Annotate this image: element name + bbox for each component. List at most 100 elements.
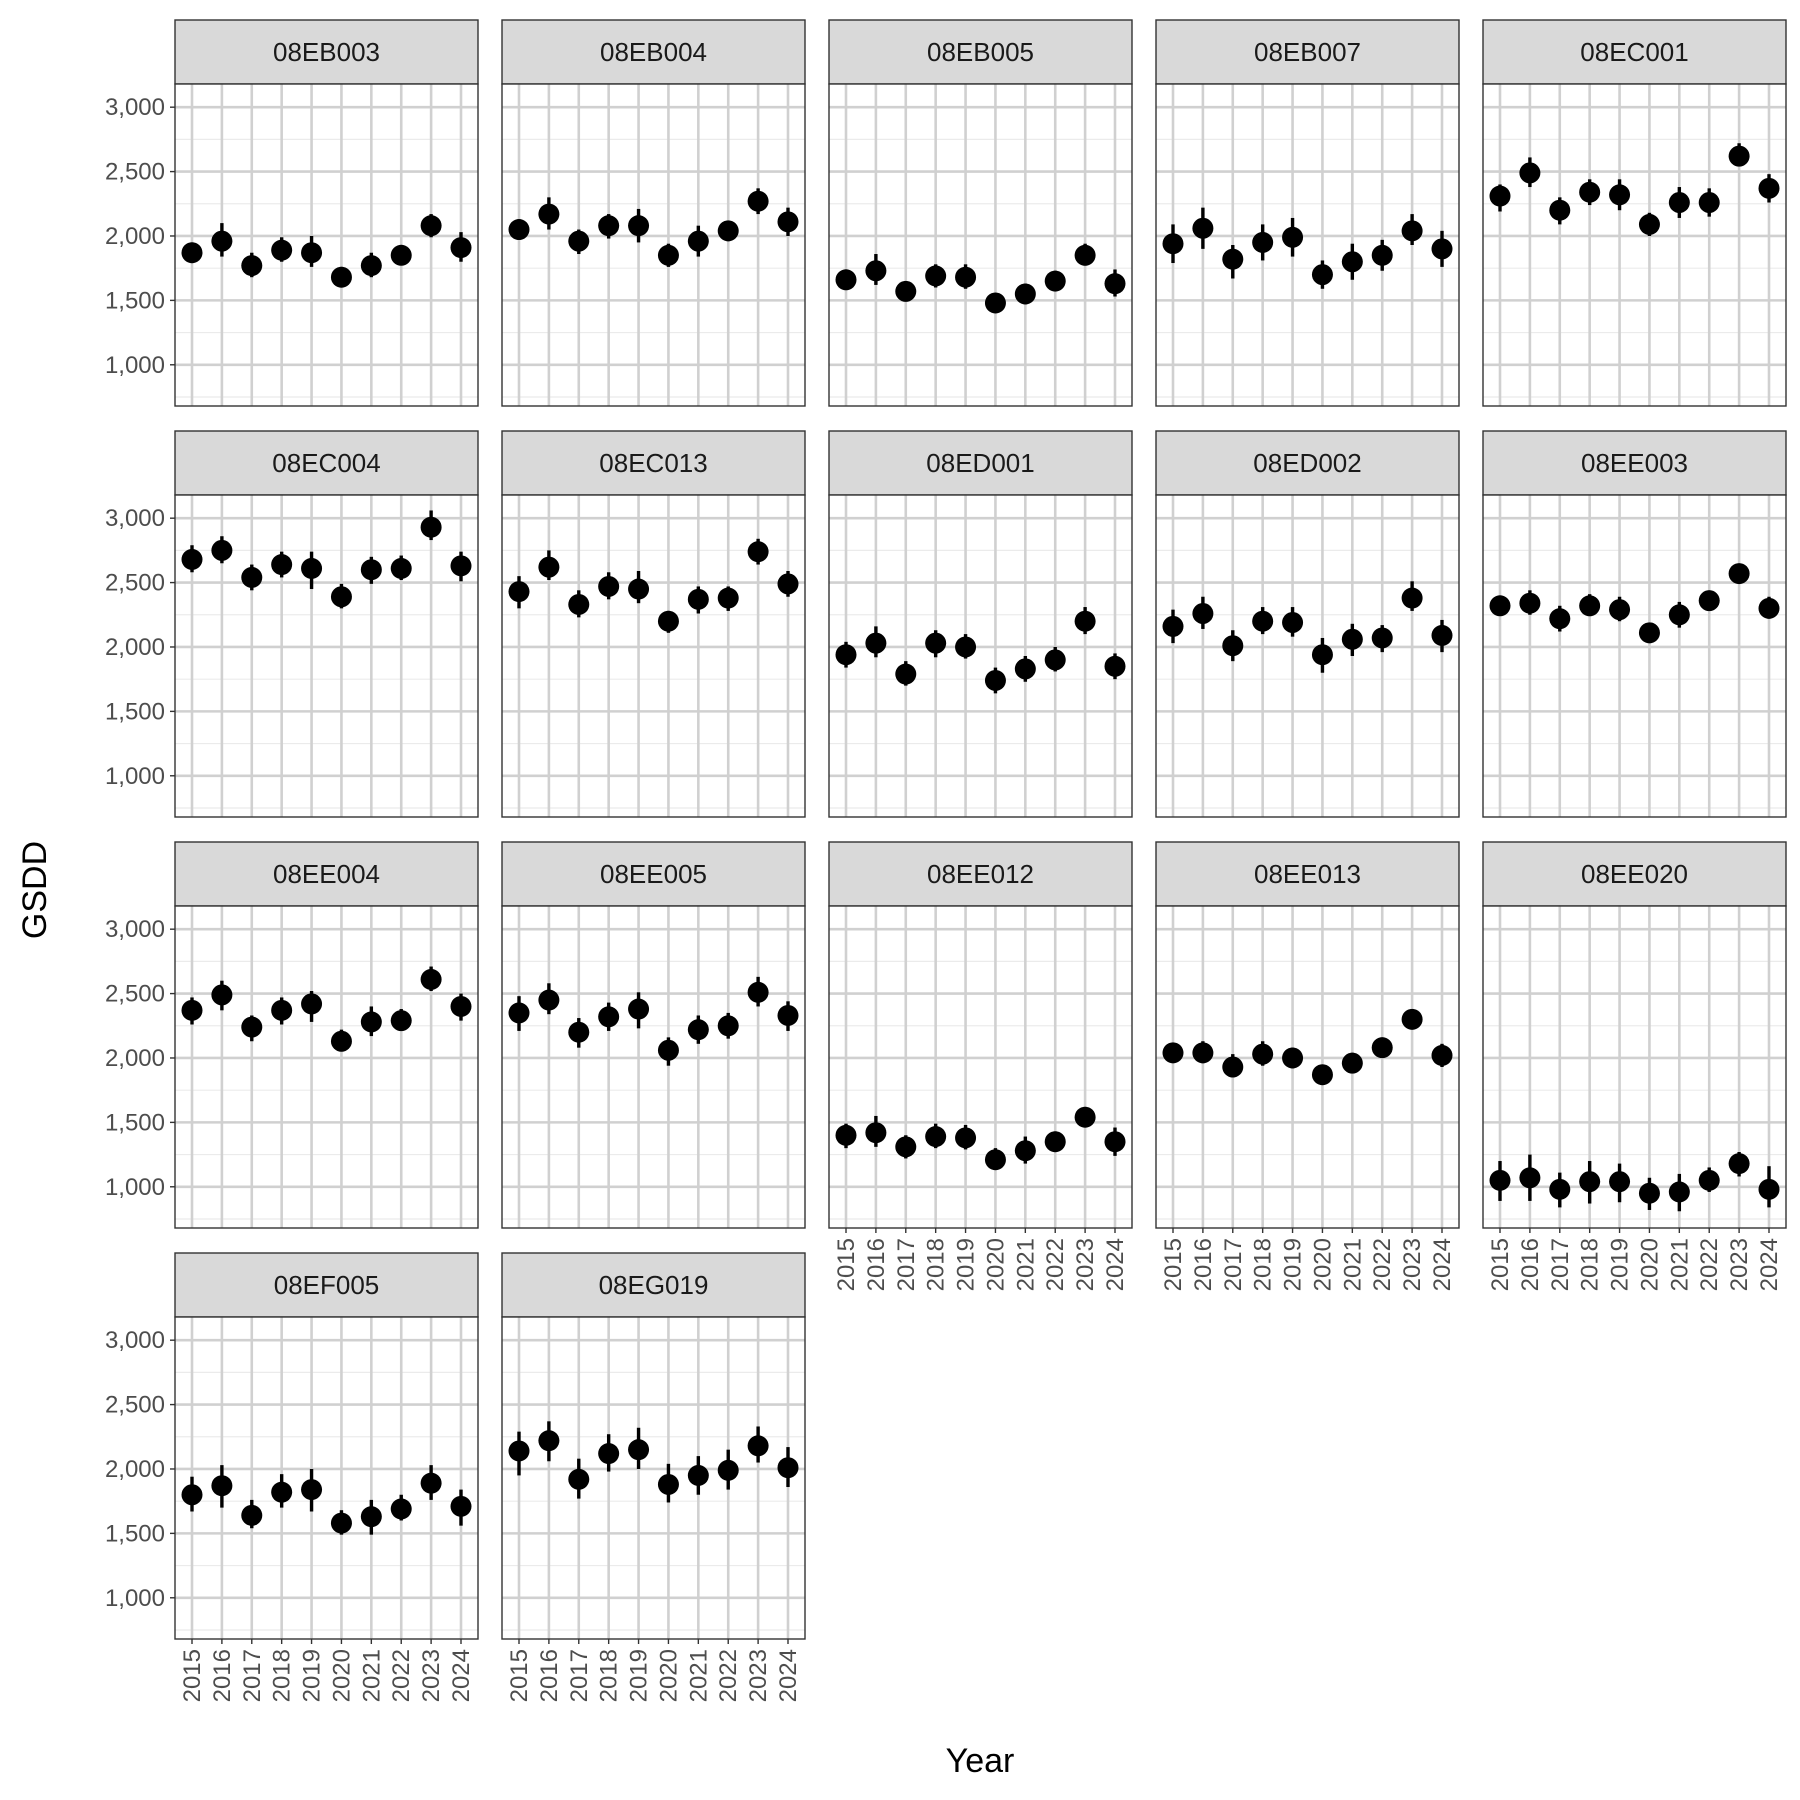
- data-point: [687, 588, 709, 610]
- facet-panel-08ec001: 08EC001: [1482, 19, 1787, 407]
- facet-strip-label: 08EE003: [1581, 448, 1688, 478]
- data-point: [1401, 587, 1423, 609]
- plot-area: [502, 1317, 805, 1639]
- x-tick-label: 2019: [299, 1649, 326, 1702]
- x-tick-label: 2019: [626, 1649, 653, 1702]
- plot-area: [829, 495, 1132, 817]
- x-tick-label: 2015: [1487, 1238, 1514, 1291]
- data-point: [1222, 635, 1244, 657]
- data-point: [1282, 226, 1304, 248]
- x-tick-label: 2017: [566, 1649, 593, 1702]
- data-point: [1104, 655, 1126, 677]
- x-tick-label: 2024: [448, 1649, 475, 1702]
- plot-area: [175, 906, 478, 1228]
- data-point: [747, 541, 769, 563]
- facet-panel-08eb005: 08EB005: [828, 19, 1133, 407]
- plot-area: [1156, 495, 1459, 817]
- facet-strip-label: 08EE012: [927, 859, 1034, 889]
- y-tick-label: 1,500: [105, 698, 165, 725]
- x-tick-label: 2023: [418, 1649, 445, 1702]
- data-point: [508, 1440, 530, 1462]
- x-tick-label: 2015: [179, 1649, 206, 1702]
- data-point: [984, 669, 1006, 691]
- data-point: [1401, 220, 1423, 242]
- data-point: [420, 968, 442, 990]
- data-point: [1489, 1169, 1511, 1191]
- data-point: [717, 1015, 739, 1037]
- panel-border: [501, 1316, 806, 1640]
- x-tick-label: 2016: [1517, 1238, 1544, 1291]
- facet-panel-08ed002: 08ED002: [1155, 430, 1460, 818]
- data-point: [1192, 217, 1214, 239]
- data-point: [865, 632, 887, 654]
- x-tick-label: 2021: [358, 1649, 385, 1702]
- data-point: [925, 632, 947, 654]
- x-tick-label: 2021: [1339, 1238, 1366, 1291]
- facet-strip-label: 08EE020: [1581, 859, 1688, 889]
- data-point: [211, 1475, 233, 1497]
- facet-strip: [501, 19, 806, 85]
- data-point: [747, 981, 769, 1003]
- data-point: [687, 230, 709, 252]
- data-point: [568, 593, 590, 615]
- panel-border: [174, 494, 479, 818]
- x-axis-title: Year: [946, 1742, 1015, 1780]
- data-point: [181, 548, 203, 570]
- data-point: [1371, 244, 1393, 266]
- x-tick-label: 2024: [1756, 1238, 1783, 1291]
- facet-strip: [828, 430, 1133, 496]
- y-axis-title: GSDD: [16, 841, 54, 939]
- data-point: [1104, 1131, 1126, 1153]
- data-point: [360, 559, 382, 581]
- data-point: [1401, 1008, 1423, 1030]
- facet-strip-label: 08EC013: [599, 448, 707, 478]
- data-point: [628, 1439, 650, 1461]
- data-point: [181, 1484, 203, 1506]
- data-point: [598, 215, 620, 237]
- facet-strip: [1155, 19, 1460, 85]
- panel-border: [174, 83, 479, 407]
- data-point: [538, 556, 560, 578]
- data-point: [450, 237, 472, 259]
- data-point: [508, 219, 530, 241]
- y-tick-label: 1,500: [105, 287, 165, 314]
- data-point: [241, 255, 263, 277]
- y-tick-label: 1,500: [105, 1520, 165, 1547]
- y-tick-label: 1,000: [105, 352, 165, 379]
- data-point: [301, 557, 323, 579]
- x-tick-label: 2021: [1666, 1238, 1693, 1291]
- data-point: [181, 242, 203, 264]
- y-tick-label: 3,000: [105, 1327, 165, 1354]
- data-point: [360, 1011, 382, 1033]
- data-point: [1311, 264, 1333, 286]
- data-point: [777, 1004, 799, 1026]
- data-point: [330, 1030, 352, 1052]
- panel-border: [1155, 905, 1460, 1229]
- data-point: [835, 1124, 857, 1146]
- facet-strip: [174, 19, 479, 85]
- x-tick-label: 2023: [1399, 1238, 1426, 1291]
- data-point: [1668, 1181, 1690, 1203]
- data-point: [1549, 1178, 1571, 1200]
- data-point: [1252, 610, 1274, 632]
- data-point: [1638, 1182, 1660, 1204]
- x-tick-label: 2021: [685, 1649, 712, 1702]
- plot-area: [829, 906, 1132, 1228]
- data-point: [1252, 1043, 1274, 1065]
- panel-border: [174, 1316, 479, 1640]
- data-point: [1192, 602, 1214, 624]
- data-point: [420, 1472, 442, 1494]
- facet-panel-08ee005: 08EE005: [501, 841, 806, 1229]
- data-point: [925, 265, 947, 287]
- data-point: [1341, 251, 1363, 273]
- x-tick-label: 2020: [1309, 1238, 1336, 1291]
- data-point: [390, 1498, 412, 1520]
- plot-area: [829, 84, 1132, 406]
- data-point: [1579, 1171, 1601, 1193]
- data-point: [508, 1002, 530, 1024]
- facet-panel-08ec004: 08EC004 1,000 1,500 2,000 2,500 3,000: [105, 430, 479, 818]
- data-point: [1252, 231, 1274, 253]
- x-tick-label: 2020: [1636, 1238, 1663, 1291]
- data-point: [1758, 177, 1780, 199]
